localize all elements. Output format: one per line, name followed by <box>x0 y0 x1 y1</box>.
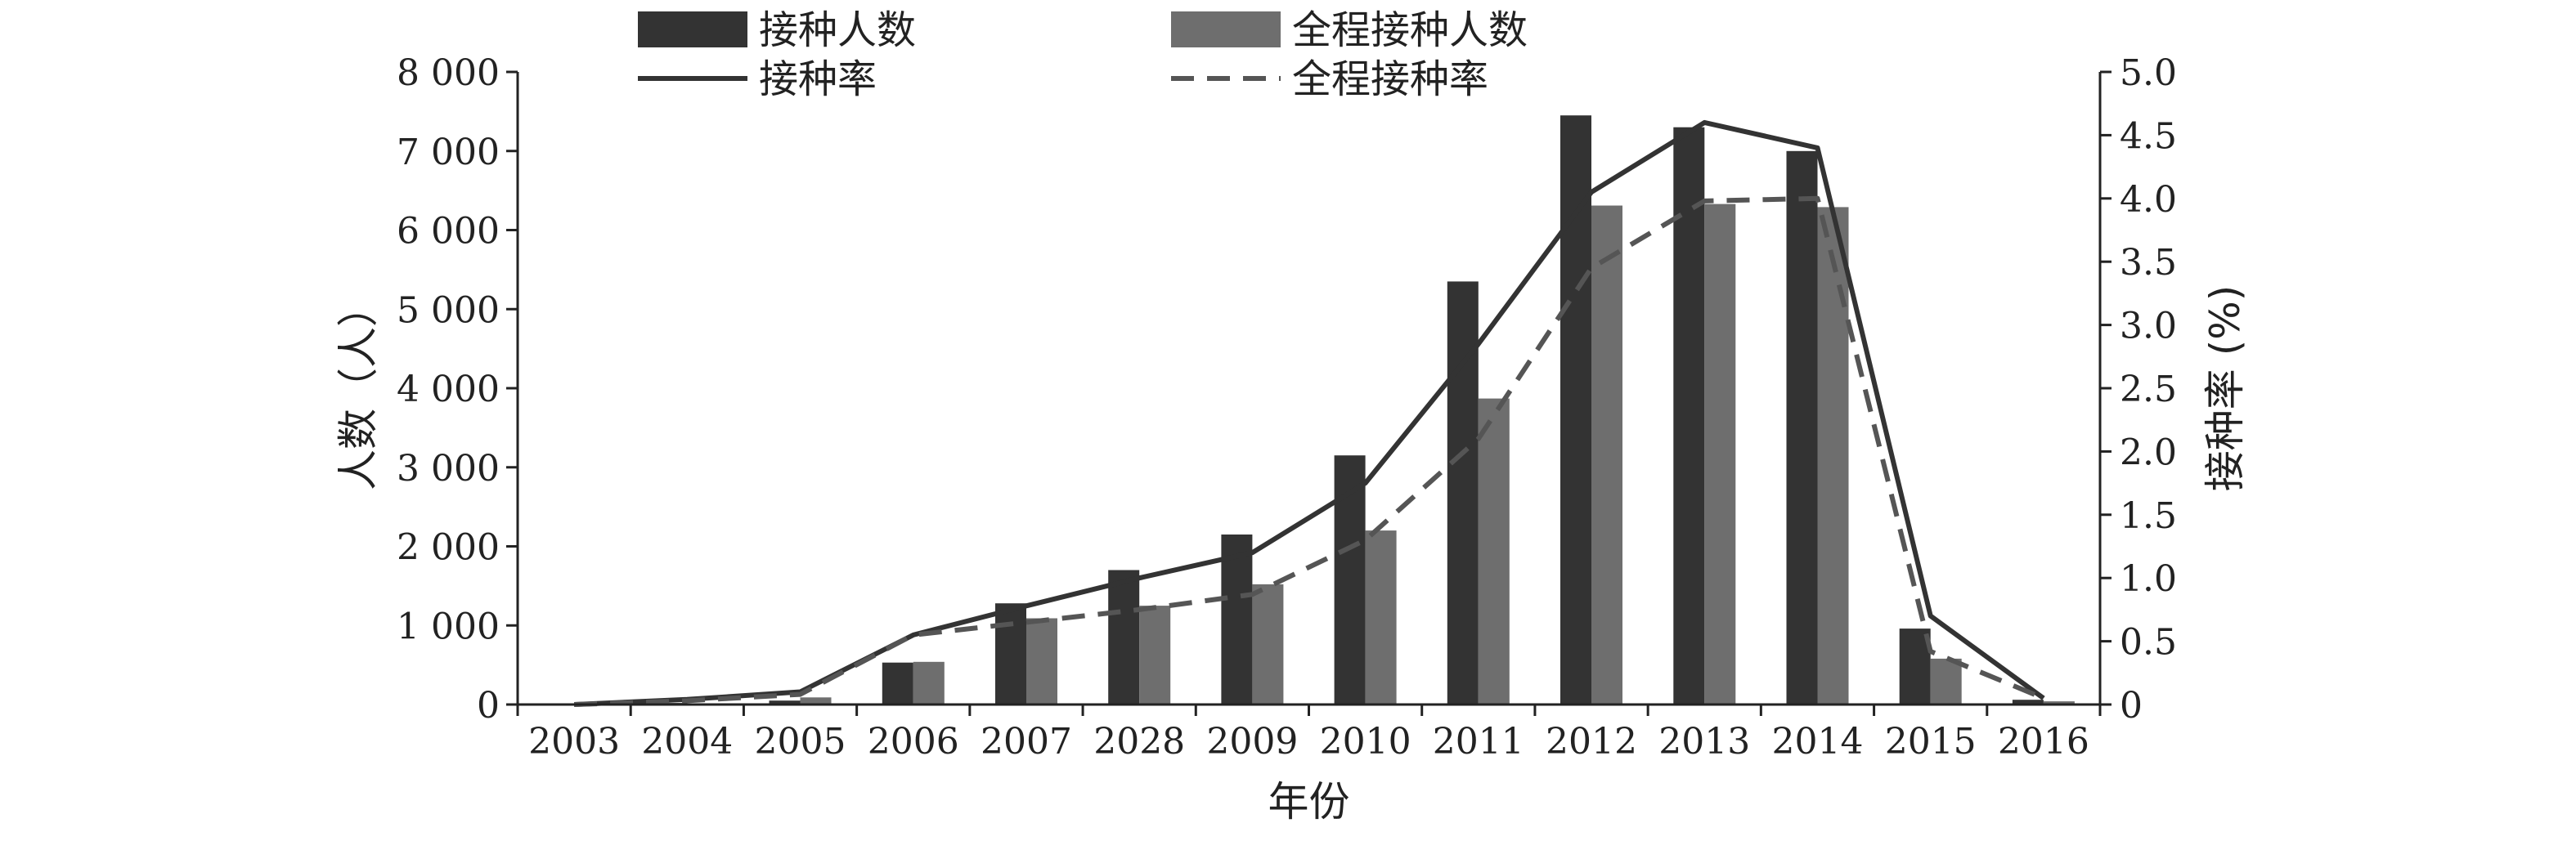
x-tick-label: 2011 <box>1433 721 1524 763</box>
y2-tick-label: 1.5 <box>2120 495 2177 537</box>
y-tick-label: 8 000 <box>397 52 500 94</box>
bar-vaccinated-2007 <box>995 603 1026 705</box>
x-tick-label: 2028 <box>1093 721 1185 763</box>
x-axis-title: 年份 <box>1268 778 1350 825</box>
y-axis-title: 人数（人） <box>334 286 382 490</box>
legend-item-1-swatch <box>638 11 747 47</box>
x-tick-label: 2015 <box>1885 721 1977 763</box>
y2-tick-label: 3.5 <box>2120 242 2177 284</box>
y2-tick-label: 0.5 <box>2120 622 2177 664</box>
bar-full-course-2005 <box>800 697 832 705</box>
y2-tick-label: 0 <box>2120 685 2143 727</box>
x-tick-label: 2014 <box>1772 721 1864 763</box>
x-tick-label: 2006 <box>868 721 959 763</box>
x-tick-label: 2005 <box>755 721 846 763</box>
legend-item-2-label: 全程接种人数 <box>1292 7 1528 53</box>
bar-vaccinated-2016 <box>2012 700 2044 705</box>
y2-tick-label: 2.0 <box>2120 432 2177 473</box>
bar-vaccinated-2013 <box>1673 127 1705 705</box>
bar-vaccinated-2015 <box>1899 629 1931 705</box>
y2-tick-label: 5.0 <box>2120 52 2177 94</box>
x-tick-label: 2012 <box>1546 721 1637 763</box>
bar-vaccinated-2014 <box>1786 150 1818 705</box>
y2-tick-label: 2.5 <box>2120 369 2177 410</box>
y2-tick-label: 4.0 <box>2120 179 2177 221</box>
line-full-course-rate <box>574 195 2045 707</box>
y-tick-label: 2 000 <box>397 527 500 569</box>
y-tick-label: 5 000 <box>397 289 500 331</box>
y2-tick-label: 4.5 <box>2120 115 2177 157</box>
bar-vaccinated-2006 <box>882 662 913 705</box>
lines-layer <box>573 119 2045 707</box>
bar-full-course-2028 <box>1139 606 1171 705</box>
bar-full-course-2010 <box>1365 530 1397 705</box>
y-tick-label: 3 000 <box>397 448 500 490</box>
line-vaccination-rate <box>573 119 2045 707</box>
bar-full-course-2014 <box>1817 207 1849 705</box>
y-tick-label: 1 000 <box>397 606 500 647</box>
x-tick-label: 2004 <box>641 721 733 763</box>
x-tick-label: 2003 <box>528 721 620 763</box>
bars-layer <box>656 115 2075 705</box>
y-tick-label: 6 000 <box>397 211 500 253</box>
axes-layer: 0 1 000 2 000 3 000 4 000 5 000 6 000 7 000 8 00… <box>397 52 2177 763</box>
x-tick-label: 2013 <box>1658 721 1750 763</box>
x-tick-label: 2009 <box>1206 721 1298 763</box>
bar-full-course-2007 <box>1026 618 1057 705</box>
bar-vaccinated-2028 <box>1108 570 1140 705</box>
x-tick-label: 2010 <box>1320 721 1411 763</box>
bar-full-course-2011 <box>1478 398 1510 705</box>
y-tick-label: 0 <box>477 685 500 727</box>
bar-vaccinated-2011 <box>1447 281 1479 705</box>
bar-full-course-2015 <box>1930 658 1962 705</box>
y-tick-label: 4 000 <box>397 369 500 410</box>
x-tick-label: 2016 <box>1998 721 2089 763</box>
bar-full-course-2013 <box>1704 204 1736 705</box>
x-tick-label: 2007 <box>981 721 1072 763</box>
bar-vaccinated-2009 <box>1221 535 1253 705</box>
bar-full-course-2006 <box>913 661 945 705</box>
bar-full-course-2016 <box>2043 701 2075 705</box>
legend-item-2-swatch <box>1171 11 1281 47</box>
y2-axis-title: 接种率 (%) <box>2201 285 2249 491</box>
bar-vaccinated-2005 <box>769 700 801 705</box>
y2-tick-label: 3.0 <box>2120 306 2177 347</box>
bar-full-course-2012 <box>1591 205 1622 705</box>
legend-item-4-label: 全程接种率 <box>1292 56 1488 102</box>
y-tick-label: 7 000 <box>397 132 500 173</box>
y2-tick-label: 1.0 <box>2120 558 2177 600</box>
bar-vaccinated-2012 <box>1560 115 1591 705</box>
legend-item-3-label: 接种率 <box>759 56 877 102</box>
bar-full-course-2009 <box>1252 584 1284 705</box>
legend-item-1-label: 接种人数 <box>759 7 916 53</box>
